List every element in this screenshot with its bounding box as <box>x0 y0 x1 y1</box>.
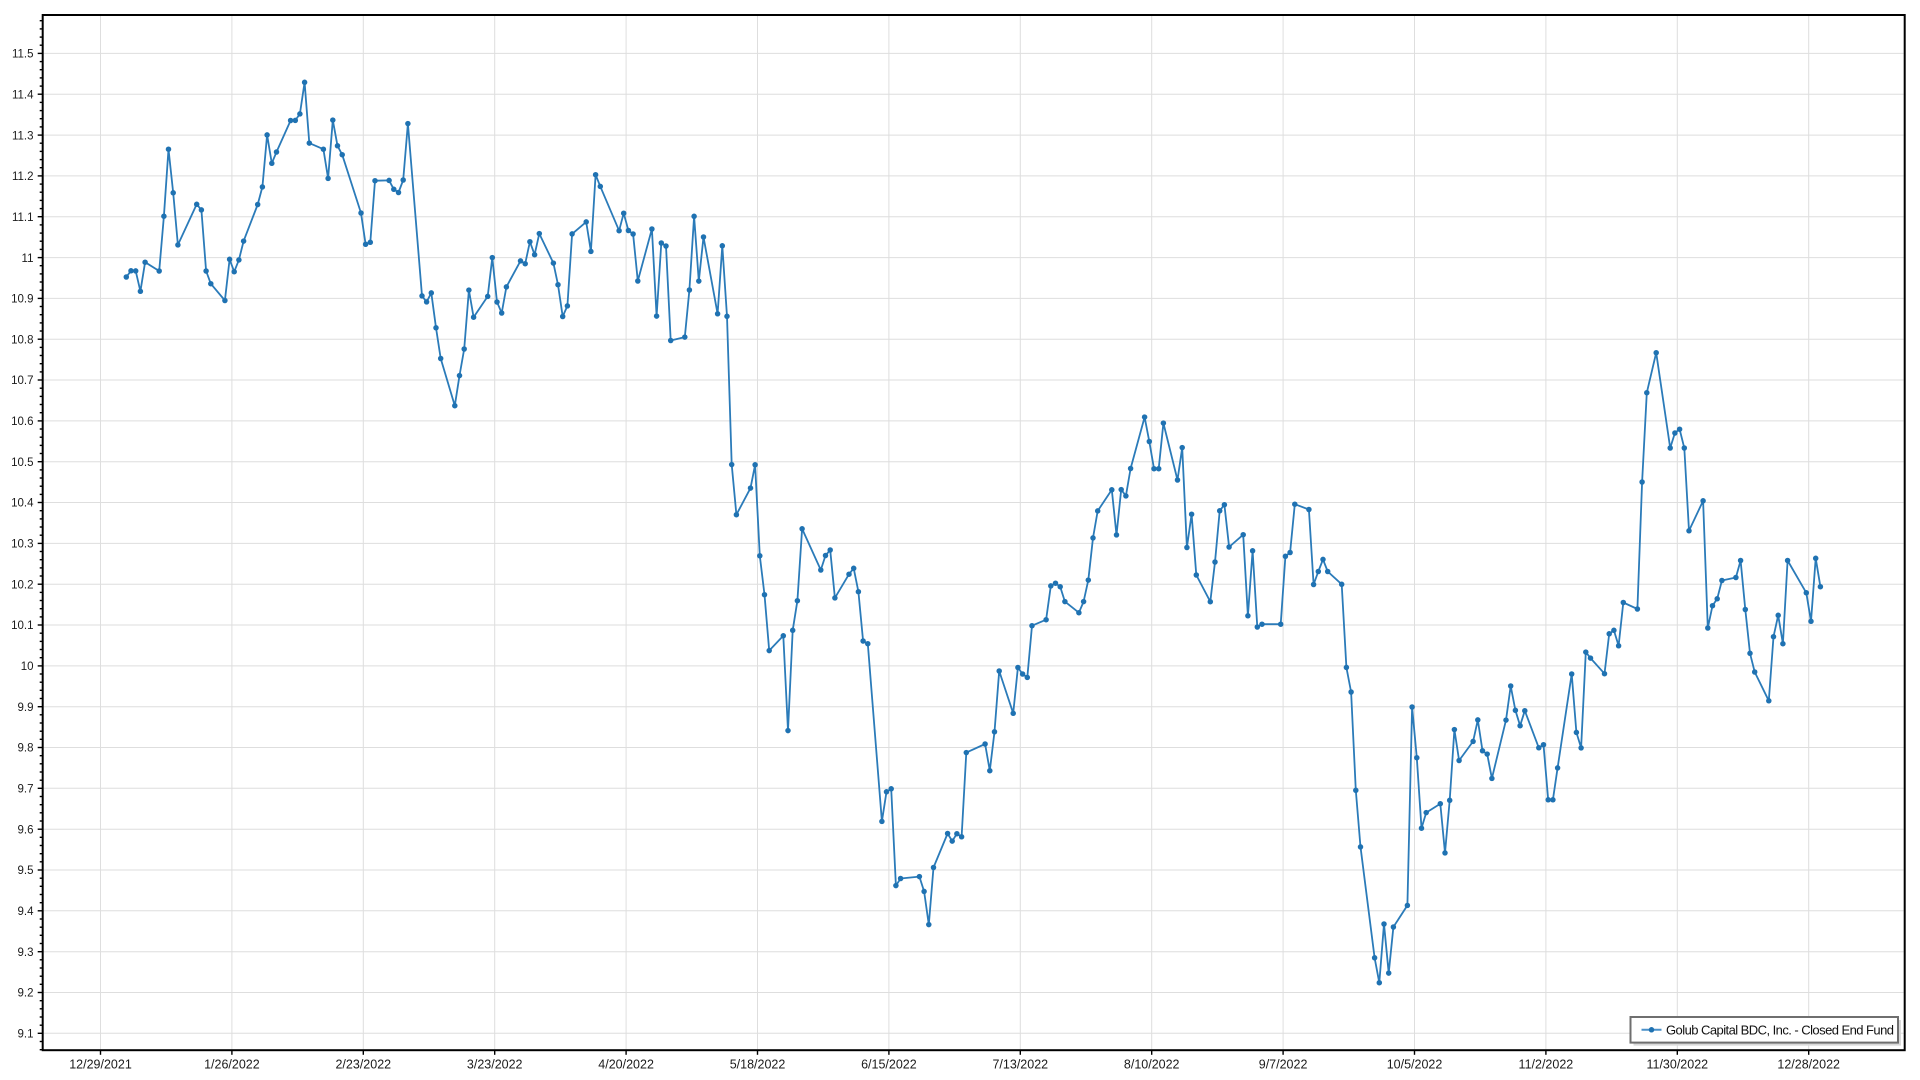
svg-text:10.4: 10.4 <box>11 498 34 510</box>
svg-text:10/5/2022: 10/5/2022 <box>1387 1058 1443 1072</box>
svg-text:12/28/2022: 12/28/2022 <box>1777 1058 1840 1072</box>
svg-text:10.8: 10.8 <box>11 334 33 346</box>
svg-text:9.5: 9.5 <box>18 865 34 877</box>
svg-text:9.3: 9.3 <box>18 947 34 959</box>
svg-text:9.4: 9.4 <box>18 906 35 918</box>
svg-text:9.1: 9.1 <box>18 1029 34 1041</box>
svg-text:3/23/2022: 3/23/2022 <box>467 1058 523 1072</box>
svg-text:11.2: 11.2 <box>12 171 34 183</box>
svg-text:4/20/2022: 4/20/2022 <box>598 1058 654 1072</box>
svg-text:1/26/2022: 1/26/2022 <box>204 1058 260 1072</box>
svg-text:10.5: 10.5 <box>11 457 33 469</box>
svg-text:10.7: 10.7 <box>11 375 33 387</box>
svg-text:2/23/2022: 2/23/2022 <box>335 1058 391 1072</box>
svg-text:10.9: 10.9 <box>11 294 33 306</box>
svg-text:10.1: 10.1 <box>11 620 33 632</box>
svg-text:6/15/2022: 6/15/2022 <box>861 1058 917 1072</box>
svg-text:11/2/2022: 11/2/2022 <box>1519 1058 1574 1072</box>
svg-text:7/13/2022: 7/13/2022 <box>992 1058 1048 1072</box>
svg-text:9.6: 9.6 <box>18 824 34 836</box>
svg-text:11.5: 11.5 <box>12 49 34 61</box>
svg-text:10.2: 10.2 <box>11 579 33 591</box>
svg-text:9.9: 9.9 <box>18 702 34 714</box>
svg-text:10.3: 10.3 <box>11 539 33 551</box>
svg-text:11.1: 11.1 <box>12 212 34 224</box>
svg-text:10: 10 <box>21 661 34 673</box>
svg-text:5/18/2022: 5/18/2022 <box>730 1058 786 1072</box>
svg-text:11.3: 11.3 <box>12 130 34 142</box>
svg-text:Golub Capital BDC, Inc. - Clos: Golub Capital BDC, Inc. - Closed End Fun… <box>1666 1022 1894 1037</box>
svg-text:9.7: 9.7 <box>18 784 34 796</box>
svg-text:10.6: 10.6 <box>11 416 33 428</box>
svg-text:9.2: 9.2 <box>18 988 34 1000</box>
svg-text:11.4: 11.4 <box>12 89 34 101</box>
svg-text:9/7/2022: 9/7/2022 <box>1259 1058 1308 1072</box>
svg-text:11: 11 <box>22 253 34 265</box>
svg-text:11/30/2022: 11/30/2022 <box>1646 1058 1708 1072</box>
svg-text:9.8: 9.8 <box>18 743 34 755</box>
svg-text:8/10/2022: 8/10/2022 <box>1124 1058 1180 1072</box>
svg-text:12/29/2021: 12/29/2021 <box>69 1058 132 1072</box>
